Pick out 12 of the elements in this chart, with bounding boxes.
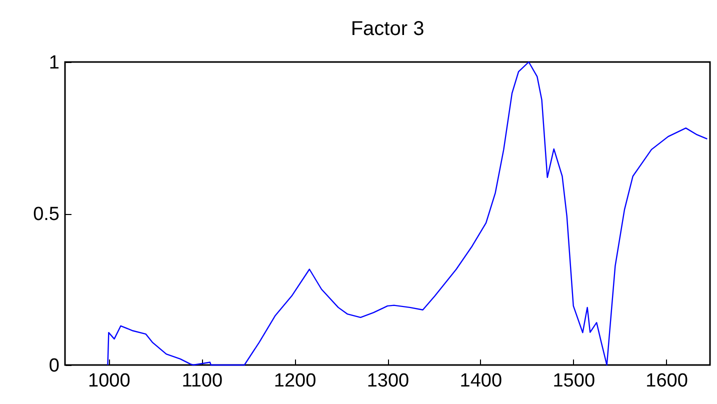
x-tick-label: 1000 <box>88 370 130 392</box>
x-tick-label: 1600 <box>646 370 688 392</box>
y-tick-label: 1 <box>48 52 60 74</box>
y-tick-label: 0 <box>48 356 60 376</box>
x-tick-label: 1100 <box>182 370 223 392</box>
x-tick-label: 1200 <box>274 370 316 392</box>
chart-title: Factor 3 <box>350 18 424 40</box>
x-tick-label: 1400 <box>460 370 502 392</box>
line-series <box>107 61 708 366</box>
y-tick-label: 0.5 <box>33 204 60 225</box>
x-tick-label: 1300 <box>366 370 410 392</box>
x-tick-label: 1500 <box>552 370 596 392</box>
